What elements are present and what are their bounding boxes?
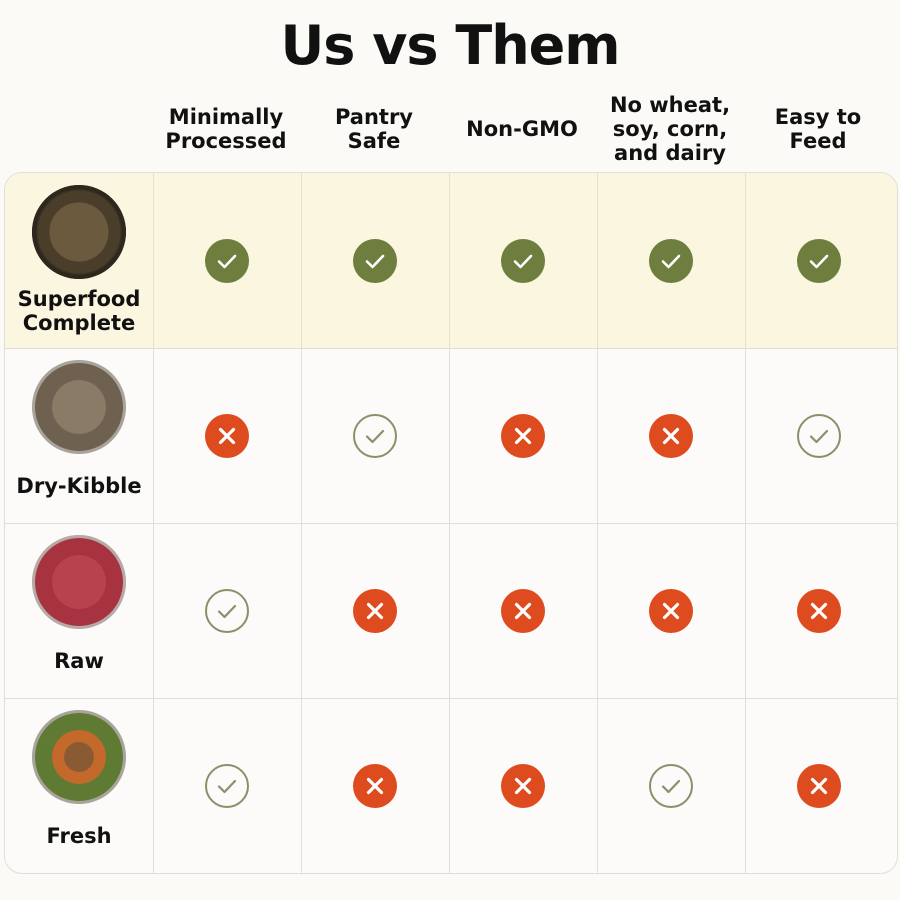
table-cell bbox=[745, 348, 893, 523]
table-cell bbox=[153, 698, 302, 873]
row-header: Superfood Complete bbox=[5, 173, 154, 348]
page-title: Us vs Them bbox=[280, 14, 620, 77]
table-cell bbox=[597, 698, 746, 873]
kibble-bowl-image bbox=[32, 360, 126, 454]
table-cell bbox=[153, 173, 302, 348]
table-cell bbox=[449, 348, 598, 523]
table-row: Superfood Complete bbox=[5, 173, 897, 349]
table-cell bbox=[301, 348, 450, 523]
table-row: Dry-Kibble bbox=[5, 348, 897, 524]
table-cell bbox=[153, 348, 302, 523]
table-cell bbox=[449, 698, 598, 873]
table-cell bbox=[153, 523, 302, 698]
row-label: Dry-Kibble bbox=[16, 474, 142, 498]
food-bowl-image bbox=[32, 185, 126, 279]
row-header: Fresh bbox=[5, 698, 154, 873]
col-header-pantry-safe: Pantry Safe bbox=[334, 105, 414, 153]
row-label: Raw bbox=[54, 649, 104, 673]
cross-icon bbox=[797, 763, 841, 808]
cross-icon bbox=[501, 413, 545, 458]
table-cell bbox=[449, 173, 598, 348]
check-filled-icon bbox=[649, 238, 693, 283]
table-cell bbox=[597, 348, 746, 523]
cross-icon bbox=[353, 588, 397, 633]
table-row: Raw bbox=[5, 523, 897, 699]
row-header: Raw bbox=[5, 523, 154, 698]
cross-icon bbox=[353, 763, 397, 808]
check-filled-icon bbox=[501, 238, 545, 283]
table-cell bbox=[301, 698, 450, 873]
table-cell bbox=[449, 523, 598, 698]
row-header: Dry-Kibble bbox=[5, 348, 154, 523]
table-row: Fresh bbox=[5, 698, 897, 873]
check-filled-icon bbox=[353, 238, 397, 283]
table-cell bbox=[745, 698, 893, 873]
fresh-food-bowl-image bbox=[32, 710, 126, 804]
check-outline-icon bbox=[205, 763, 249, 808]
col-header-easy-to-feed: Easy to Feed bbox=[774, 105, 862, 153]
cross-icon bbox=[501, 763, 545, 808]
column-headers: Minimally Processed Pantry Safe Non-GMO … bbox=[152, 88, 896, 170]
col-header-non-gmo: Non-GMO bbox=[466, 117, 578, 141]
cross-icon bbox=[649, 413, 693, 458]
comparison-table: Superfood Complete Dry-Kibble Raw F bbox=[4, 172, 898, 874]
table-cell bbox=[597, 523, 746, 698]
col-header-no-wheat-soy-corn-dairy: No wheat, soy, corn, and dairy bbox=[609, 93, 731, 165]
row-label: Fresh bbox=[46, 824, 112, 848]
cross-icon bbox=[649, 588, 693, 633]
check-filled-icon bbox=[797, 238, 841, 283]
row-label: Superfood Complete bbox=[17, 287, 141, 335]
raw-meat-bowl-image bbox=[32, 535, 126, 629]
table-cell bbox=[745, 523, 893, 698]
table-cell bbox=[301, 173, 450, 348]
check-outline-icon bbox=[205, 588, 249, 633]
cross-icon bbox=[205, 413, 249, 458]
check-outline-icon bbox=[797, 413, 841, 458]
table-cell bbox=[301, 523, 450, 698]
check-outline-icon bbox=[353, 413, 397, 458]
cross-icon bbox=[797, 588, 841, 633]
table-cell bbox=[745, 173, 893, 348]
col-header-minimally-processed: Minimally Processed bbox=[165, 105, 287, 153]
table-cell bbox=[597, 173, 746, 348]
check-filled-icon bbox=[205, 238, 249, 283]
cross-icon bbox=[501, 588, 545, 633]
check-outline-icon bbox=[649, 763, 693, 808]
